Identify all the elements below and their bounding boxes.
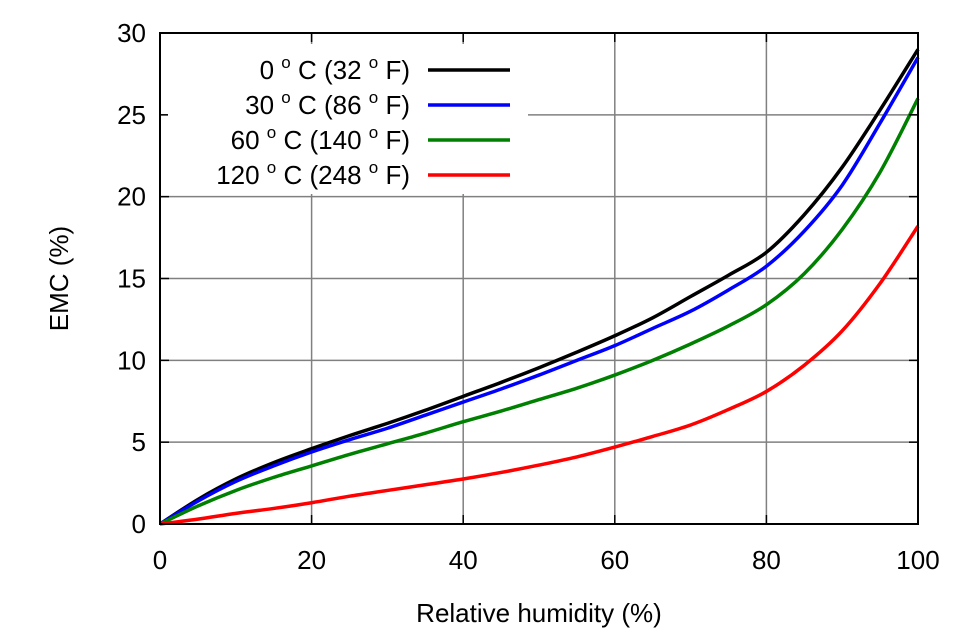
x-tick-label: 20 [297, 545, 326, 575]
y-tick-label: 30 [117, 18, 146, 48]
series-line-2 [159, 97, 920, 526]
axis-ticks: 0 20 40 60 80 100 0 5 10 15 20 25 30 [117, 18, 940, 575]
y-tick-label: 20 [117, 182, 146, 212]
legend-label-part: 120 [216, 160, 267, 190]
degree-superscript: o [369, 158, 378, 177]
y-tick-label: 25 [117, 100, 146, 130]
legend-label-2: 60 o C (140 o F) [231, 123, 410, 155]
legend-label-part: C (32 [291, 55, 369, 85]
y-tick-label: 10 [117, 345, 146, 375]
legend-label-0: 0 o C (32 o F) [260, 53, 410, 85]
legend-label-1: 30 o C (86 o F) [245, 88, 410, 120]
legend-label-part: F) [378, 160, 410, 190]
degree-superscript: o [369, 53, 378, 72]
x-tick-label: 60 [600, 545, 629, 575]
y-axis-label: EMC (%) [44, 226, 74, 331]
degree-superscript: o [369, 88, 378, 107]
legend-label-part: C (248 [276, 160, 369, 190]
legend-label-part: C (86 [291, 90, 369, 120]
legend-label-part: F) [378, 90, 410, 120]
x-tick-label: 80 [752, 545, 781, 575]
degree-superscript: o [267, 123, 276, 142]
y-tick-label: 15 [117, 264, 146, 294]
y-tick-label: 5 [132, 427, 146, 457]
series-line-1 [159, 56, 920, 526]
legend-label-part: F) [378, 125, 410, 155]
legend-label-part: 60 [231, 125, 267, 155]
x-tick-label: 40 [449, 545, 478, 575]
series-line-0 [159, 48, 920, 526]
legend-label-part: C (140 [276, 125, 369, 155]
x-tick-label: 100 [896, 545, 939, 575]
degree-superscript: o [369, 123, 378, 142]
y-tick-label: 0 [132, 509, 146, 539]
legend: 0 o C (32 o F)30 o C (86 o F)60 o C (140… [168, 44, 528, 194]
legend-label-part: 30 [245, 90, 281, 120]
series-line-3 [159, 225, 920, 526]
x-axis-label: Relative humidity (%) [416, 598, 662, 628]
degree-superscript: o [267, 158, 276, 177]
x-tick-label: 0 [153, 545, 167, 575]
degree-superscript: o [281, 53, 290, 72]
degree-superscript: o [281, 88, 290, 107]
legend-label-part: F) [378, 55, 410, 85]
legend-label-3: 120 o C (248 o F) [216, 158, 410, 190]
series-lines [159, 48, 920, 526]
legend-label-part: 0 [260, 55, 282, 85]
